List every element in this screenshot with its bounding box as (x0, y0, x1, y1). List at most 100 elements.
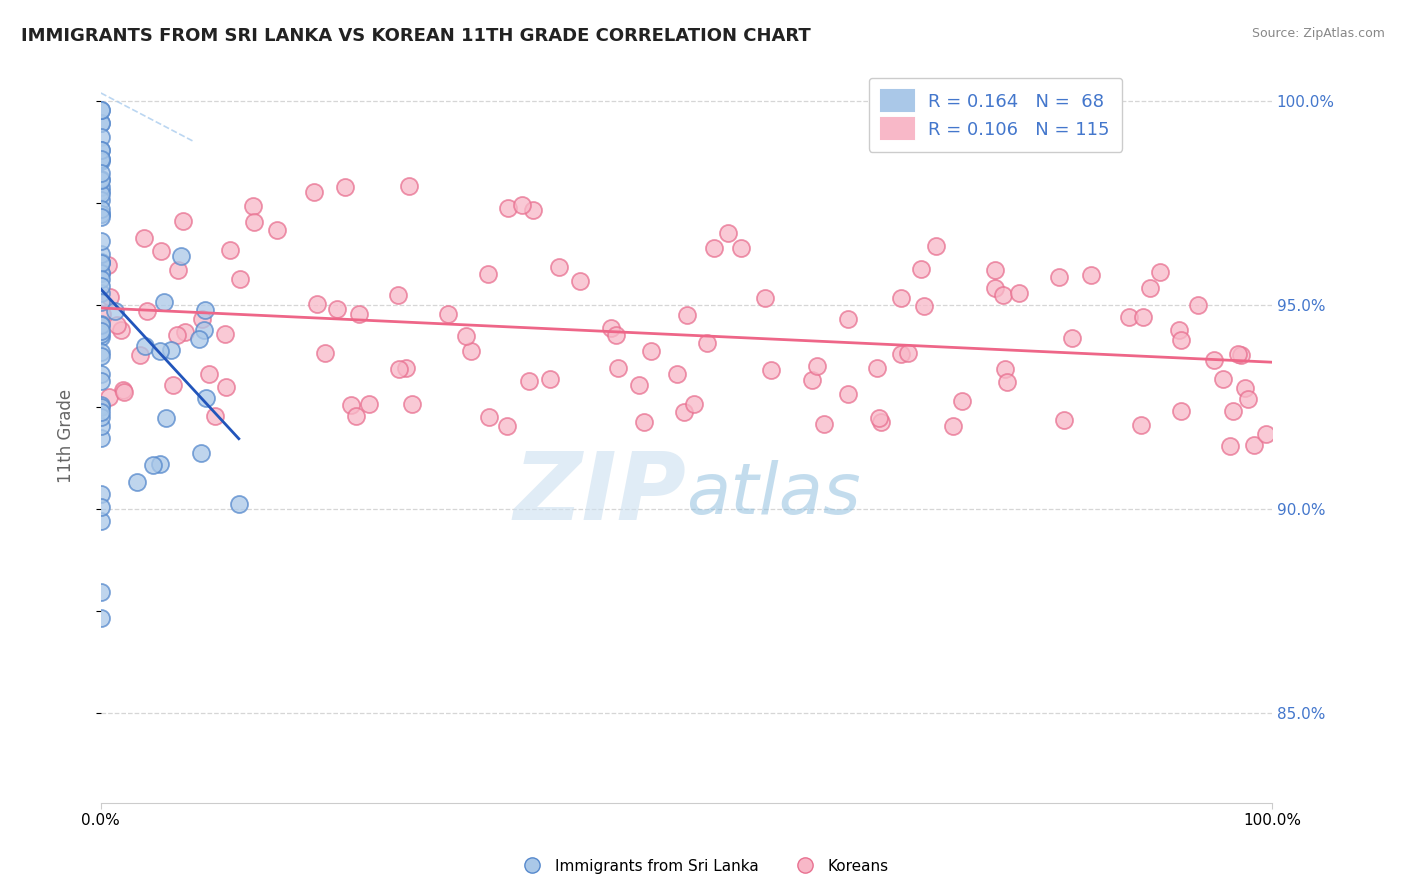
Point (191, 312, 214, 326)
Point (90, 326, 112, 341)
Point (90, 207, 112, 221)
Point (398, 178, 420, 193)
Point (912, 299, 935, 313)
Point (1212, 372, 1234, 386)
Point (339, 398, 361, 412)
Point (1080, 268, 1102, 283)
Point (890, 346, 912, 360)
Point (90, 166, 112, 180)
Point (866, 360, 889, 375)
Point (1237, 392, 1260, 406)
Point (111, 383, 134, 397)
Point (510, 197, 533, 211)
Point (1139, 281, 1161, 295)
Point (806, 359, 828, 373)
Point (90, 584, 112, 599)
Point (1118, 310, 1140, 325)
Point (215, 379, 238, 393)
Point (134, 338, 156, 352)
Point (673, 405, 696, 419)
Point (229, 272, 252, 286)
Point (801, 373, 824, 387)
Point (204, 409, 226, 424)
Point (1243, 438, 1265, 452)
Point (90, 235, 112, 249)
Point (357, 396, 380, 410)
Point (995, 376, 1018, 390)
Point (142, 458, 165, 473)
Point (868, 411, 890, 425)
Point (160, 343, 183, 357)
Point (538, 372, 561, 386)
Point (90, 349, 112, 363)
Point (454, 328, 477, 343)
Point (218, 243, 240, 257)
Point (304, 185, 326, 199)
Point (517, 374, 540, 388)
Point (90, 368, 112, 382)
Point (90, 398, 112, 412)
Point (98, 290, 121, 304)
Point (547, 260, 569, 274)
Point (1222, 404, 1244, 418)
Point (90, 330, 112, 344)
Point (496, 202, 519, 216)
Point (90, 266, 112, 280)
Point (90, 514, 112, 528)
Point (477, 267, 499, 281)
Point (388, 362, 411, 376)
Point (522, 203, 544, 218)
Legend: R = 0.164   N =  68, R = 0.106   N = 115: R = 0.164 N = 68, R = 0.106 N = 115 (869, 78, 1122, 152)
Point (387, 288, 409, 302)
Point (166, 328, 188, 343)
Point (90, 179, 112, 194)
Point (90, 295, 112, 310)
Point (90, 318, 112, 332)
Point (90, 317, 112, 331)
Point (569, 274, 592, 288)
Point (170, 249, 193, 263)
Point (90, 279, 112, 293)
Point (188, 332, 211, 346)
Point (90, 324, 112, 338)
Point (627, 377, 650, 392)
Point (1167, 323, 1189, 337)
Point (1202, 352, 1225, 367)
Point (152, 295, 174, 310)
Point (1234, 381, 1257, 395)
Point (1052, 413, 1074, 427)
Point (1047, 270, 1070, 285)
Point (950, 394, 973, 409)
Point (326, 301, 349, 316)
Point (696, 336, 718, 351)
Point (134, 231, 156, 245)
Point (993, 288, 1015, 302)
Point (105, 318, 128, 332)
Point (90, 116, 112, 130)
Point (305, 297, 328, 311)
Point (155, 411, 177, 425)
Point (1008, 285, 1031, 300)
Point (90, 129, 112, 144)
Point (90, 193, 112, 207)
Point (759, 363, 782, 377)
Point (665, 368, 688, 382)
Point (90, 186, 112, 201)
Point (90, 487, 112, 501)
Point (682, 397, 704, 411)
Point (90, 116, 112, 130)
Point (104, 304, 127, 318)
Point (90, 344, 112, 359)
Point (676, 308, 699, 322)
Point (1149, 265, 1171, 279)
Point (172, 214, 194, 228)
Point (605, 328, 627, 343)
Point (243, 215, 266, 229)
Point (1129, 417, 1152, 432)
Point (190, 446, 212, 460)
Point (1230, 348, 1253, 362)
Point (344, 409, 367, 423)
Point (90, 375, 112, 389)
Point (90, 500, 112, 514)
Point (90, 154, 112, 169)
